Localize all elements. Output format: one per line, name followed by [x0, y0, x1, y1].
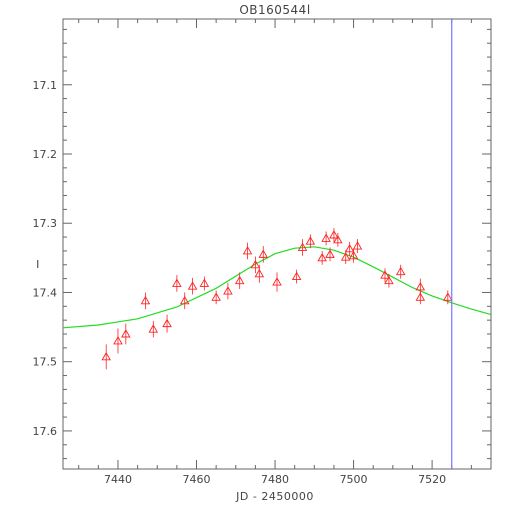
y-tick-label: 17.3	[33, 217, 58, 230]
data-point	[148, 320, 159, 338]
data-point	[101, 344, 111, 370]
triangle-marker	[333, 234, 343, 244]
data-point	[199, 276, 210, 291]
data-point	[321, 231, 331, 246]
x-tick-label: 7440	[104, 473, 132, 486]
data-point	[234, 272, 245, 289]
triangle-marker	[344, 243, 355, 253]
triangle-marker	[321, 233, 331, 242]
plot-border	[62, 18, 492, 470]
triangle-marker	[317, 252, 327, 262]
triangle-marker	[291, 271, 302, 280]
triangle-marker	[352, 241, 363, 250]
data-point	[344, 241, 355, 256]
data-points	[101, 228, 453, 370]
data-point	[172, 275, 182, 292]
triangle-marker	[258, 249, 269, 258]
data-point	[348, 248, 359, 263]
triangle-marker	[121, 329, 131, 338]
data-point	[272, 272, 282, 292]
data-point	[113, 328, 123, 354]
data-point	[223, 282, 233, 300]
data-point	[211, 290, 221, 305]
y-axis-title: I	[36, 258, 40, 271]
data-point	[352, 239, 363, 253]
triangle-marker	[148, 324, 159, 333]
triangle-marker	[305, 236, 316, 245]
data-point	[179, 292, 190, 310]
data-point	[242, 242, 253, 260]
model-fit-curve	[62, 246, 492, 329]
data-point	[291, 269, 302, 284]
data-point	[415, 290, 426, 305]
triangle-marker	[329, 230, 339, 239]
triangle-marker	[348, 250, 359, 260]
y-tick-label: 17.2	[33, 148, 58, 161]
triangle-marker	[101, 351, 111, 361]
triangle-marker	[250, 259, 261, 269]
triangle-marker	[297, 242, 308, 251]
data-point	[297, 239, 308, 256]
y-tick-label: 17.4	[33, 286, 58, 299]
triangle-marker	[172, 278, 182, 287]
data-point	[187, 277, 198, 295]
triangle-marker	[443, 292, 453, 301]
data-point	[329, 228, 339, 242]
data-point	[121, 323, 131, 345]
triangle-marker	[113, 336, 123, 345]
data-point	[380, 268, 390, 283]
x-tick-label: 7480	[261, 473, 289, 486]
triangle-marker	[254, 268, 265, 278]
triangle-marker	[223, 286, 233, 295]
y-tick-label: 17.5	[33, 356, 58, 369]
x-tick-label: 7520	[418, 473, 446, 486]
data-point	[305, 234, 316, 249]
data-point	[140, 292, 151, 310]
triangle-marker	[199, 278, 210, 287]
plot-frame	[62, 18, 492, 470]
chart-title: OB160544l	[239, 3, 310, 17]
triangle-marker	[415, 292, 426, 301]
y-tick-label: 17.1	[33, 79, 58, 92]
triangle-marker	[234, 275, 245, 285]
triangle-marker	[380, 270, 390, 279]
data-point	[384, 273, 394, 288]
y-tick-label: 17.6	[33, 425, 58, 438]
triangle-marker	[415, 282, 426, 291]
data-point	[258, 246, 269, 263]
x-tick-label: 7500	[340, 473, 368, 486]
data-point	[250, 256, 261, 274]
data-point	[443, 290, 453, 305]
data-point	[395, 264, 406, 279]
x-tick-label: 7460	[183, 473, 211, 486]
triangle-marker	[272, 277, 282, 286]
triangle-marker	[340, 252, 351, 261]
triangle-marker	[140, 295, 151, 305]
triangle-marker	[187, 281, 198, 290]
triangle-marker	[325, 249, 335, 258]
model-fit-line	[62, 246, 492, 329]
triangle-marker	[162, 318, 172, 328]
axis-ticks: 7440 7460 7480 7500 7520 17.1 17.2 17.3 17.4 17.5…	[33, 19, 492, 486]
data-point	[340, 250, 351, 265]
data-point	[325, 247, 335, 262]
triangle-marker	[211, 292, 221, 301]
data-point	[333, 232, 343, 247]
triangle-marker	[384, 275, 394, 285]
triangle-marker	[179, 295, 190, 305]
triangle-marker	[395, 266, 406, 276]
triangle-marker	[242, 246, 253, 255]
x-axis-title: JD - 2450000	[235, 490, 314, 503]
data-point	[254, 264, 265, 283]
data-point	[317, 250, 327, 265]
data-point	[162, 314, 172, 333]
